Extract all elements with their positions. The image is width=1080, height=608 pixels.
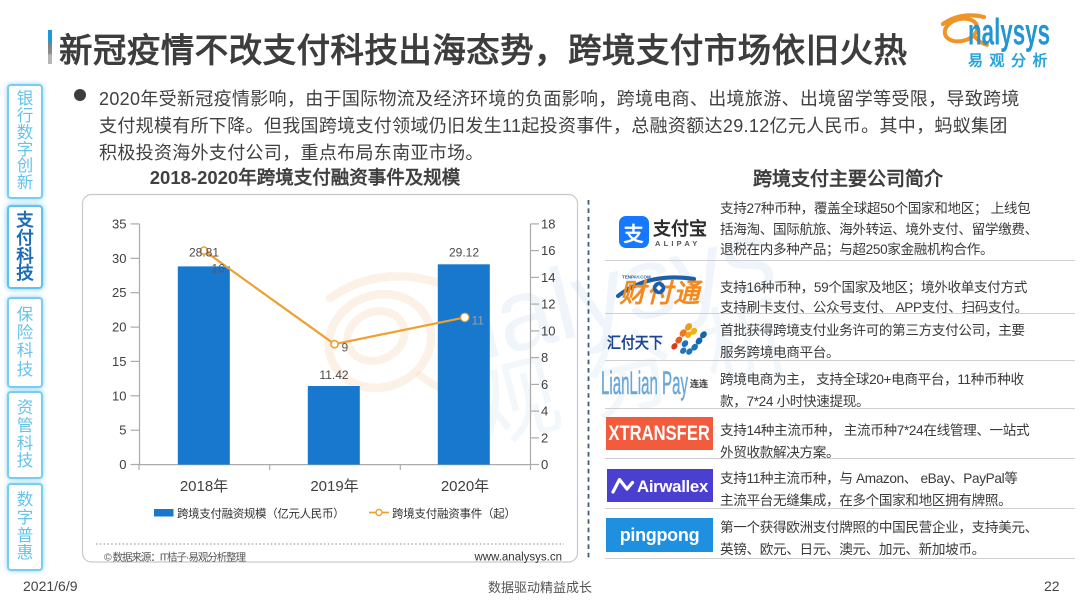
- svg-text:2: 2: [541, 431, 548, 446]
- svg-text:25: 25: [112, 285, 126, 300]
- svg-text:11: 11: [472, 313, 485, 327]
- svg-text:10: 10: [112, 388, 126, 403]
- svg-text:30: 30: [112, 251, 126, 266]
- svg-text:10: 10: [541, 323, 555, 338]
- svg-text:www.analysys.cn: www.analysys.cn: [473, 552, 562, 564]
- svg-text:20: 20: [112, 320, 126, 335]
- svg-text:28.81: 28.81: [189, 246, 219, 260]
- svg-text:Airwallex: Airwallex: [637, 477, 709, 496]
- svg-text:15: 15: [112, 354, 126, 369]
- svg-text:2018-2020年跨境支付融资事件及规模: 2018-2020年跨境支付融资事件及规模: [150, 167, 461, 188]
- svg-text:29.12: 29.12: [449, 246, 479, 260]
- svg-text:TENPAY.COM: TENPAY.COM: [622, 275, 651, 280]
- svg-text:8: 8: [541, 350, 548, 365]
- svg-text:16: 16: [541, 243, 555, 258]
- svg-text:4: 4: [541, 404, 548, 419]
- svg-text:6: 6: [541, 377, 548, 392]
- svg-text:11.42: 11.42: [319, 368, 348, 382]
- svg-text:2019年: 2019年: [310, 478, 358, 495]
- svg-text:0: 0: [541, 457, 548, 472]
- svg-text:18: 18: [541, 216, 555, 231]
- svg-text:16: 16: [212, 261, 226, 275]
- svg-text:12: 12: [541, 297, 555, 312]
- svg-text:2020年: 2020年: [441, 478, 489, 495]
- svg-text:跨境支付融资事件（起）: 跨境支付融资事件（起）: [392, 507, 516, 521]
- svg-text:5: 5: [119, 423, 126, 438]
- svg-text:跨境支付融资规模（亿元人民币）: 跨境支付融资规模（亿元人民币）: [177, 507, 344, 521]
- svg-text:© 数据来源：IT桔子·易观分析整理: © 数据来源：IT桔子·易观分析整理: [104, 551, 247, 564]
- svg-text:9: 9: [342, 341, 349, 355]
- svg-text:2018年: 2018年: [180, 478, 228, 495]
- svg-text:nalysys: nalysys: [968, 12, 1050, 53]
- svg-text:0: 0: [119, 457, 126, 472]
- svg-text:35: 35: [112, 216, 126, 231]
- svg-text:易观分析: 易观分析: [968, 52, 1054, 70]
- svg-text:14: 14: [541, 270, 555, 285]
